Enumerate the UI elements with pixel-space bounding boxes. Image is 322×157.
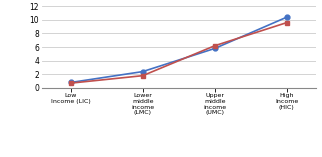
CO2 emis.2010 [141,75,145,77]
Line: CO2 emis.1990: CO2 emis.1990 [68,15,289,85]
CO2 emis.1990 [285,16,289,18]
CO2 emis.1990 [69,81,72,83]
CO2 emis.1990 [141,71,145,73]
CO2 emis.2010 [213,45,217,47]
CO2 emis.2010 [69,82,72,84]
CO2 emis.1990 [213,48,217,49]
CO2 emis.2010 [285,22,289,24]
Line: CO2 emis.2010: CO2 emis.2010 [68,20,289,86]
